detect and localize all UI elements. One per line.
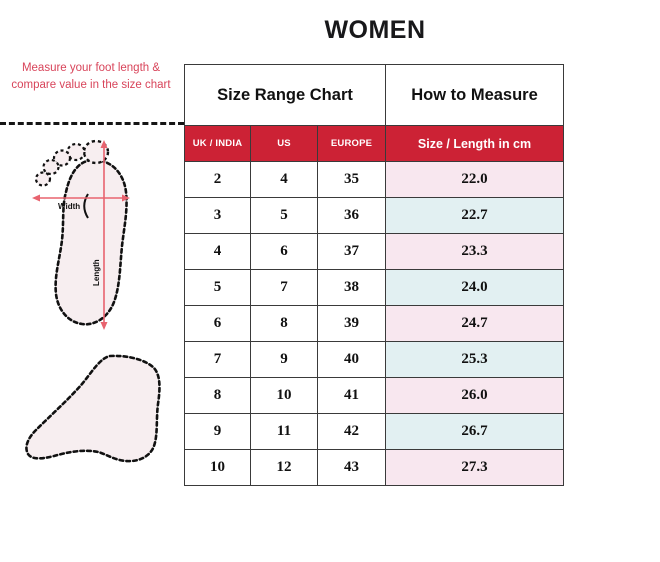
cell-length-cm: 26.0 (385, 377, 565, 414)
foot-sole-svg: Width Length (32, 139, 130, 330)
page-title: WOMEN (324, 16, 426, 44)
cell-uk-india: 7 (184, 341, 251, 378)
cell-us: 11 (250, 413, 318, 450)
table-group-header-row: Size Range Chart How to Measure (183, 64, 565, 126)
table-row: 8 10 41 26.0 (184, 377, 565, 414)
foot-profile-svg (25, 354, 161, 463)
cell-us: 4 (250, 161, 318, 198)
cell-uk-india: 10 (184, 449, 251, 486)
cell-length-cm: 23.3 (385, 233, 565, 270)
cell-uk-india: 5 (184, 269, 251, 306)
cell-uk-india: 2 (184, 161, 251, 198)
cell-length-cm: 22.0 (385, 161, 565, 198)
dashed-divider (0, 122, 184, 125)
cell-europe: 40 (316, 341, 387, 378)
column-header-us: US (250, 125, 318, 162)
cell-europe: 37 (316, 233, 387, 270)
group-header-how-to-measure: How to Measure (385, 64, 565, 126)
cell-us: 7 (250, 269, 318, 306)
cell-europe: 39 (316, 305, 387, 342)
table-row: 3 5 36 22.7 (184, 197, 565, 234)
cell-europe: 38 (316, 269, 387, 306)
cell-length-cm: 22.7 (385, 197, 565, 234)
measure-instruction-text: Measure your foot length & compare value… (11, 62, 171, 91)
cell-us: 9 (250, 341, 318, 378)
sole-width-label: Width (58, 202, 80, 211)
cell-length-cm: 26.7 (385, 413, 565, 450)
table-row: 4 6 37 23.3 (184, 233, 565, 270)
cell-length-cm: 24.7 (385, 305, 565, 342)
foot-side-profile-icon (22, 342, 177, 482)
cell-uk-india: 4 (184, 233, 251, 270)
size-chart-table: Size Range Chart How to Measure UK / IND… (183, 64, 565, 486)
cell-europe: 42 (316, 413, 387, 450)
table-row: 7 9 40 25.3 (184, 341, 565, 378)
table-row: 10 12 43 27.3 (184, 449, 565, 486)
foot-sole-outline-icon: Width Length (28, 136, 158, 336)
cell-uk-india: 6 (184, 305, 251, 342)
table-row: 2 4 35 22.0 (184, 161, 565, 198)
cell-length-cm: 25.3 (385, 341, 565, 378)
cell-us: 5 (250, 197, 318, 234)
group-header-size-range-chart: Size Range Chart (183, 64, 387, 126)
table-column-header-row: UK / INDIA US EUROPE Size / Length in cm (184, 125, 565, 162)
cell-europe: 43 (316, 449, 387, 486)
table-row: 6 8 39 24.7 (184, 305, 565, 342)
cell-us: 12 (250, 449, 318, 486)
cell-length-cm: 27.3 (385, 449, 565, 486)
column-header-europe: EUROPE (316, 125, 387, 162)
cell-europe: 35 (316, 161, 387, 198)
column-header-size-length-cm: Size / Length in cm (385, 125, 565, 162)
sole-length-label: Length (92, 259, 101, 286)
table-row: 5 7 38 24.0 (184, 269, 565, 306)
column-header-uk-india: UK / INDIA (184, 125, 251, 162)
cell-us: 10 (250, 377, 318, 414)
cell-us: 8 (250, 305, 318, 342)
cell-europe: 36 (316, 197, 387, 234)
cell-europe: 41 (316, 377, 387, 414)
cell-uk-india: 9 (184, 413, 251, 450)
cell-uk-india: 3 (184, 197, 251, 234)
table-row: 9 11 42 26.7 (184, 413, 565, 450)
foot-illustration-group: Width Length (0, 130, 184, 505)
cell-uk-india: 8 (184, 377, 251, 414)
cell-length-cm: 24.0 (385, 269, 565, 306)
table-body: 2 4 35 22.0 3 5 36 22.7 4 6 37 23.3 5 7 38 24.0 6 8 39 24.7… (184, 161, 565, 486)
cell-us: 6 (250, 233, 318, 270)
